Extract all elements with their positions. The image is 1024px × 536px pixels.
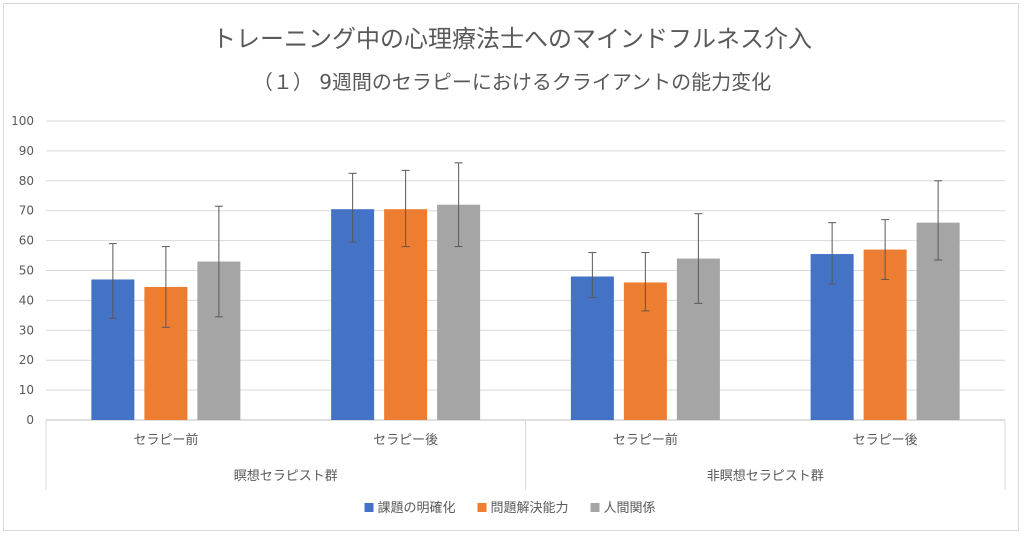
legend-label: 問題解決能力 [491,501,569,516]
y-tick-label: 10 [19,383,34,397]
y-tick-label: 20 [19,353,34,367]
x-group-label: 非瞑想セラピスト群 [707,468,824,484]
bars [91,204,960,420]
chart-title: トレーニング中の心理療法士へのマインドフルネス介入 [212,25,812,53]
legend-label: 人間関係 [604,501,656,516]
y-tick-label: 100 [11,114,34,128]
y-tick-label: 70 [19,204,34,218]
y-tick-label: 80 [19,174,34,188]
bar [331,209,375,420]
y-tick-label: 60 [19,234,34,248]
x-category-label: セラピー後 [853,433,918,448]
y-axis: 0 10 20 30 40 50 60 70 80 90 100 [11,114,34,427]
gridlines [46,120,1005,421]
legend-swatch [590,503,600,512]
bar [570,276,614,420]
y-tick-label: 40 [19,293,34,307]
legend-swatch [364,503,374,512]
error-bars [108,162,943,328]
legend: 課題の明確化 問題解決能力 人間関係 [364,500,656,516]
y-tick-label: 90 [19,144,34,158]
x-group-label: 瞑想セラピスト群 [234,468,338,484]
y-tick-label: 50 [19,264,34,278]
legend-swatch [477,503,487,512]
y-tick-label: 30 [19,323,34,337]
legend-label: 課題の明確化 [378,500,456,516]
chart-subtitle: （１） 9週間のセラピーにおけるクライアントの能力変化 [253,70,771,94]
x-category-label: セラピー前 [613,432,678,448]
y-tick-label: 0 [26,413,34,427]
x-category-label: セラピー後 [373,433,438,448]
x-category-label: セラピー前 [133,432,198,448]
